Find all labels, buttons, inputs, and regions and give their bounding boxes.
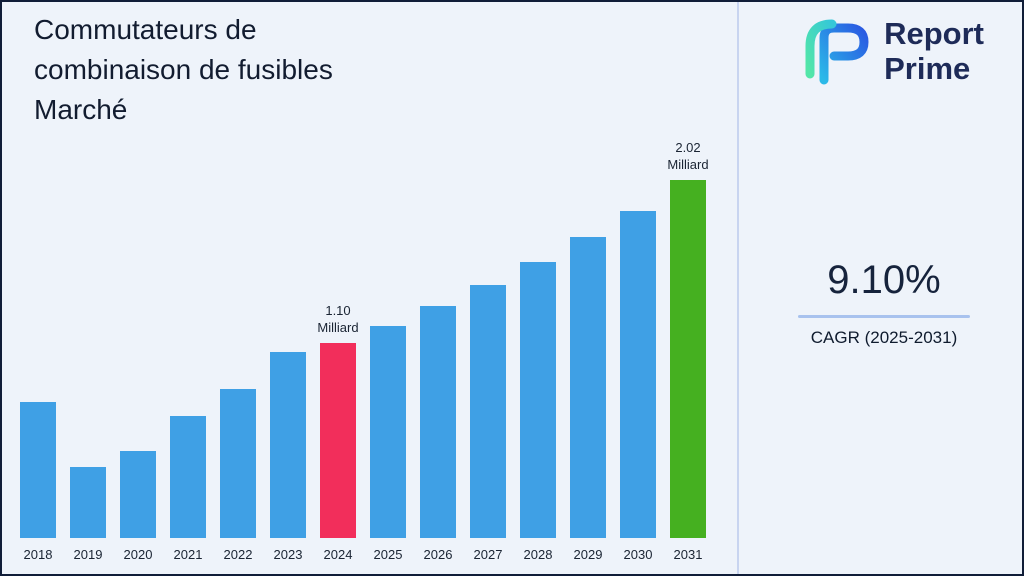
bar-column-2029: 2029 <box>570 237 606 562</box>
bar-chart: 2018 2019 2020 2021 2022 2023 1.10 Milliard 2024… <box>20 140 709 562</box>
x-axis-label-2020: 2020 <box>123 547 153 562</box>
brand-name-line1: Report <box>884 16 984 52</box>
bar-column-2022: 2022 <box>220 389 256 562</box>
bar-2029 <box>570 237 606 538</box>
bar-2031 <box>670 180 706 538</box>
brand-logo: Report Prime <box>794 16 984 88</box>
bar-2022 <box>220 389 256 538</box>
bar-column-2027: 2027 <box>470 285 506 562</box>
bar-2030 <box>620 211 656 538</box>
cagr-value: 9.10% <box>827 258 941 302</box>
bar-annotation-2031: 2.02 Milliard <box>667 140 709 173</box>
x-axis-label-2030: 2030 <box>623 547 653 562</box>
bar-column-2031: 2.02 Milliard 2031 <box>667 140 709 562</box>
brand-name: Report Prime <box>884 17 984 86</box>
report-prime-logo-icon <box>805 19 869 85</box>
x-axis-label-2023: 2023 <box>273 547 303 562</box>
bar-2023 <box>270 352 306 538</box>
x-axis-label-2028: 2028 <box>523 547 553 562</box>
x-axis-label-2018: 2018 <box>23 547 53 562</box>
bar-2020 <box>120 451 156 538</box>
x-axis-label-2026: 2026 <box>423 547 453 562</box>
x-axis-label-2021: 2021 <box>173 547 203 562</box>
x-axis-label-2024: 2024 <box>323 547 353 562</box>
bar-column-2020: 2020 <box>120 451 156 562</box>
x-axis-label-2027: 2027 <box>473 547 503 562</box>
bar-column-2026: 2026 <box>420 306 456 562</box>
bar-column-2028: 2028 <box>520 262 556 562</box>
x-axis-label-2031: 2031 <box>673 547 703 562</box>
x-axis-label-2022: 2022 <box>223 547 253 562</box>
bar-annotation-2024: 1.10 Milliard <box>317 303 359 336</box>
bar-column-2025: 2025 <box>370 326 406 562</box>
bar-2025 <box>370 326 406 538</box>
bar-column-2018: 2018 <box>20 402 56 562</box>
bar-column-2024: 1.10 Milliard 2024 <box>317 303 359 562</box>
bar-column-2019: 2019 <box>70 467 106 562</box>
cagr-panel: 9.10% CAGR (2025-2031) <box>754 258 1014 348</box>
bar-2021 <box>170 416 206 538</box>
bar-column-2023: 2023 <box>270 352 306 562</box>
x-axis-label-2019: 2019 <box>73 547 103 562</box>
bar-2018 <box>20 402 56 538</box>
bar-column-2030: 2030 <box>620 211 656 562</box>
bar-2019 <box>70 467 106 538</box>
bar-2026 <box>420 306 456 538</box>
bar-column-2021: 2021 <box>170 416 206 562</box>
x-axis-label-2025: 2025 <box>373 547 403 562</box>
cagr-underline <box>798 315 970 318</box>
x-axis-label-2029: 2029 <box>573 547 603 562</box>
bar-2024 <box>320 343 356 538</box>
bar-2027 <box>470 285 506 538</box>
page-title: Commutateurs de combinaison de fusibles … <box>34 14 333 126</box>
vertical-divider <box>737 2 739 574</box>
brand-name-line2: Prime <box>884 51 971 86</box>
bar-2028 <box>520 262 556 538</box>
cagr-label: CAGR (2025-2031) <box>810 328 958 347</box>
